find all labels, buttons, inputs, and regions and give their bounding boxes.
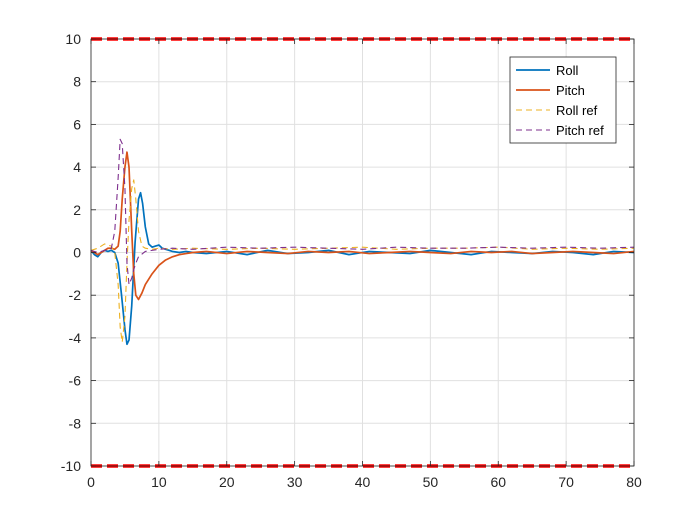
series-group (90, 138, 635, 346)
ticks: 0 10 20 30 40 50 60 70 80 -10 -8 -6 -4 -2 0 2 4 6 8 10 (61, 31, 642, 490)
y-tick-label: -4 (69, 330, 82, 346)
legend-label: Pitch (556, 83, 585, 98)
x-tick-label: 20 (219, 474, 235, 490)
x-tick-label: 50 (423, 474, 439, 490)
y-tick-label: 4 (73, 159, 81, 175)
y-tick-label: 6 (73, 116, 81, 132)
y-tick-label: 0 (73, 245, 81, 261)
y-tick-label: 10 (65, 31, 81, 47)
series-line-roll (90, 191, 635, 346)
legend-label: Roll (556, 63, 579, 78)
y-tick-label: -10 (61, 458, 81, 474)
x-tick-label: 30 (287, 474, 303, 490)
legend-label: Roll ref (556, 103, 598, 118)
y-tick-label: -6 (69, 373, 82, 389)
y-tick-label: -8 (69, 415, 82, 431)
x-tick-label: 80 (626, 474, 642, 490)
x-tick-label: 60 (490, 474, 506, 490)
x-tick-label: 0 (87, 474, 95, 490)
x-tick-label: 40 (355, 474, 371, 490)
series-line-roll-ref (90, 179, 635, 343)
y-tick-label: -2 (69, 287, 82, 303)
legend-label: Pitch ref (556, 123, 604, 138)
y-tick-label: 2 (73, 202, 81, 218)
legend: Roll Pitch Roll ref Pitch ref (509, 56, 617, 144)
series-line-pitch (90, 151, 635, 301)
x-tick-label: 10 (151, 474, 167, 490)
legend-box (509, 56, 617, 144)
series-line-pitch-ref (90, 138, 635, 286)
x-tick-label: 70 (558, 474, 574, 490)
y-tick-label: 8 (73, 74, 81, 90)
